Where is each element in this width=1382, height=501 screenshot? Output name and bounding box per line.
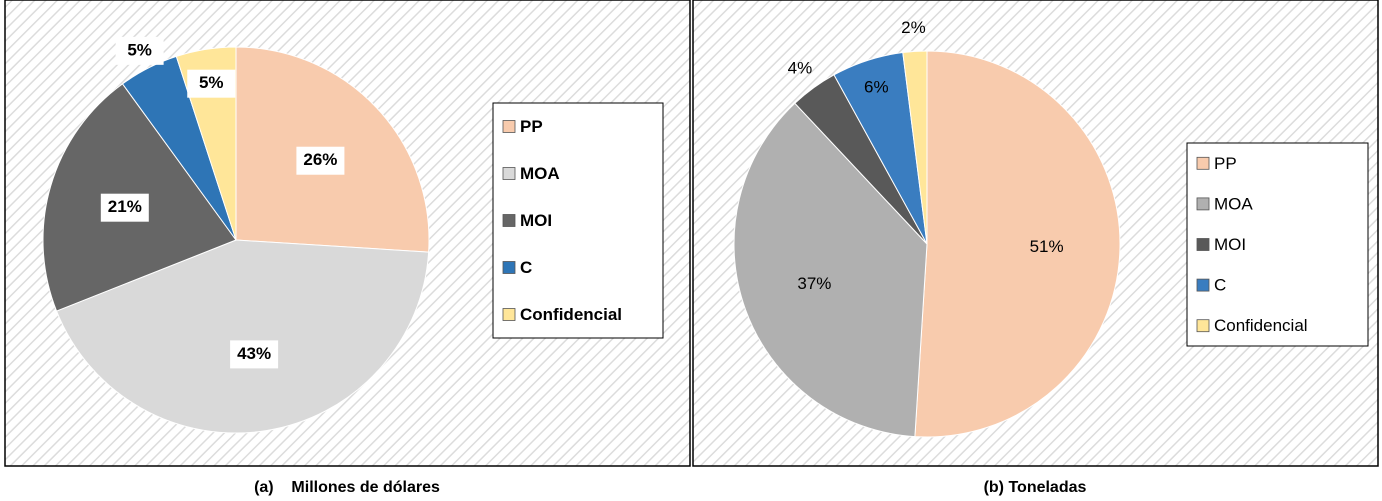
data-label: 4% <box>788 59 813 78</box>
data-label: 37% <box>797 274 831 293</box>
pie-chart: 51% 37% 4% 6% 2% PP MOA MOI C Confidencial (b) Ton… <box>692 0 1379 496</box>
legend-label: C <box>520 258 532 277</box>
legend-swatch <box>1196 197 1210 211</box>
data-label: 26% <box>303 150 337 169</box>
legend-label: PP <box>520 117 543 136</box>
data-label: 43% <box>237 344 271 363</box>
legend-box <box>1186 142 1369 347</box>
label-box <box>115 36 164 65</box>
data-label: 51% <box>1030 237 1064 256</box>
caption: (a) Millones de dólares <box>254 479 440 496</box>
data-label: 6% <box>864 77 889 96</box>
legend-swatch <box>502 214 516 227</box>
pie-slice <box>55 239 430 434</box>
legend-label: C <box>1214 276 1226 295</box>
label-box <box>230 340 279 369</box>
legend-label: Confidencial <box>520 305 622 324</box>
label-box <box>296 146 345 175</box>
data-label: 5% <box>127 40 152 59</box>
legend-box <box>492 102 664 339</box>
pie-slice <box>914 50 1121 438</box>
label-box <box>100 193 149 222</box>
legend-swatch <box>502 167 516 180</box>
caption: (b) Toneladas <box>984 479 1087 496</box>
legend-swatch <box>1196 156 1210 170</box>
label-box <box>187 69 236 98</box>
legend-swatch <box>1196 319 1210 333</box>
legend-label: MOA <box>520 164 560 183</box>
data-label: 2% <box>901 18 926 37</box>
legend-swatch <box>502 308 516 321</box>
pie-slice <box>902 50 928 245</box>
legend-label: MOI <box>1214 235 1246 254</box>
legend-label: PP <box>1214 154 1237 173</box>
legend-label: MOA <box>1214 194 1253 213</box>
legend-label: MOI <box>520 211 552 230</box>
pie-slice <box>733 102 928 438</box>
legend-swatch <box>502 120 516 133</box>
legend-swatch <box>1196 278 1210 292</box>
legend-swatch <box>1196 238 1210 251</box>
data-label: 21% <box>108 197 142 216</box>
data-label: 5% <box>199 73 224 92</box>
legend-label: Confidencial <box>1214 316 1308 335</box>
legend-swatch <box>502 261 516 274</box>
pie-chart: 26% 43% 21% 5% 5% PP MOA MOI C Confidencial (a) Mi… <box>4 0 691 496</box>
